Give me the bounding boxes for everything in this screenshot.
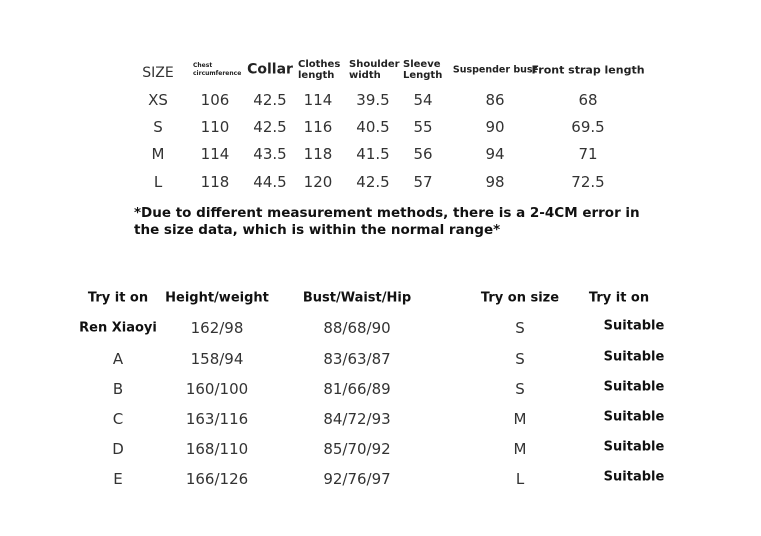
try-cell: 88/68/90 [323, 319, 391, 337]
try-cell: C [112, 410, 124, 428]
size-cell: 57 [413, 173, 433, 191]
size-cell: 39.5 [356, 91, 390, 109]
try-cell: S [515, 350, 525, 368]
try-cell: E [113, 470, 123, 488]
size-cell: 42.5 [253, 91, 287, 109]
try-cell: Suitable [603, 469, 665, 485]
size-cell: 42.5 [253, 118, 287, 136]
try-cell: 158/94 [190, 350, 244, 368]
try-cell: Suitable [603, 318, 665, 334]
try-header: Try it on [588, 290, 650, 306]
try-cell: Suitable [603, 349, 665, 365]
try-cell: Suitable [603, 409, 665, 425]
size-cell: 56 [413, 145, 433, 163]
size-cell: 118 [303, 145, 333, 163]
size-cell: 71 [578, 145, 598, 163]
try-cell: 83/63/87 [323, 350, 391, 368]
size-header: Shoulder width [349, 59, 400, 81]
size-cell: 72.5 [571, 173, 605, 191]
try-cell: 168/110 [185, 440, 249, 458]
size-cell: 55 [413, 118, 433, 136]
size-header: Front strap length [531, 63, 645, 77]
try-cell: M [513, 440, 527, 458]
size-header: Collar [247, 61, 293, 78]
try-cell: 166/126 [185, 470, 249, 488]
size-cell: 42.5 [356, 173, 390, 191]
size-cell: 94 [485, 145, 505, 163]
try-cell: M [513, 410, 527, 428]
size-cell: 43.5 [253, 145, 287, 163]
try-cell: 84/72/93 [323, 410, 391, 428]
try-cell: Ren Xiaoyi [79, 320, 157, 336]
size-header: Sleeve Length [403, 59, 443, 81]
size-cell: 90 [485, 118, 505, 136]
try-cell: 162/98 [190, 319, 244, 337]
size-cell: 41.5 [356, 145, 390, 163]
try-cell: Suitable [603, 439, 665, 455]
try-cell: D [112, 440, 124, 458]
size-cell: 118 [200, 173, 230, 191]
try-header: Try on size [480, 290, 560, 306]
size-cell: 114 [200, 145, 230, 163]
size-header: SIZE [142, 65, 174, 81]
try-cell: Suitable [603, 379, 665, 395]
size-cell: 120 [303, 173, 333, 191]
size-cell: M [151, 145, 165, 163]
size-cell: 54 [413, 91, 433, 109]
size-cell: S [153, 118, 163, 136]
size-header: Chest circumference [193, 62, 242, 77]
size-cell: 106 [200, 91, 230, 109]
size-cell: 116 [303, 118, 333, 136]
size-cell: L [153, 173, 163, 191]
try-cell: 85/70/92 [323, 440, 391, 458]
try-cell: 92/76/97 [323, 470, 391, 488]
try-cell: S [515, 319, 525, 337]
size-cell: 68 [578, 91, 598, 109]
size-cell: 110 [200, 118, 230, 136]
try-cell: S [515, 380, 525, 398]
try-cell: L [515, 470, 525, 488]
size-cell: XS [148, 91, 168, 109]
size-cell: 44.5 [253, 173, 287, 191]
size-cell: 98 [485, 173, 505, 191]
size-cell: 86 [485, 91, 505, 109]
try-cell: 81/66/89 [323, 380, 391, 398]
measurement-note: *Due to different measurement methods, t… [134, 205, 640, 238]
size-cell: 69.5 [571, 118, 605, 136]
try-header: Try it on [87, 290, 149, 306]
try-header: Height/weight [165, 290, 269, 306]
try-cell: 163/116 [185, 410, 249, 428]
size-header: Suspender bust [452, 64, 538, 76]
try-header: Bust/Waist/Hip [302, 290, 412, 306]
try-cell: A [112, 350, 124, 368]
size-cell: 40.5 [356, 118, 390, 136]
size-header: Clothes length [298, 59, 341, 81]
size-cell: 114 [303, 91, 333, 109]
try-cell: B [112, 380, 124, 398]
try-cell: 160/100 [185, 380, 249, 398]
